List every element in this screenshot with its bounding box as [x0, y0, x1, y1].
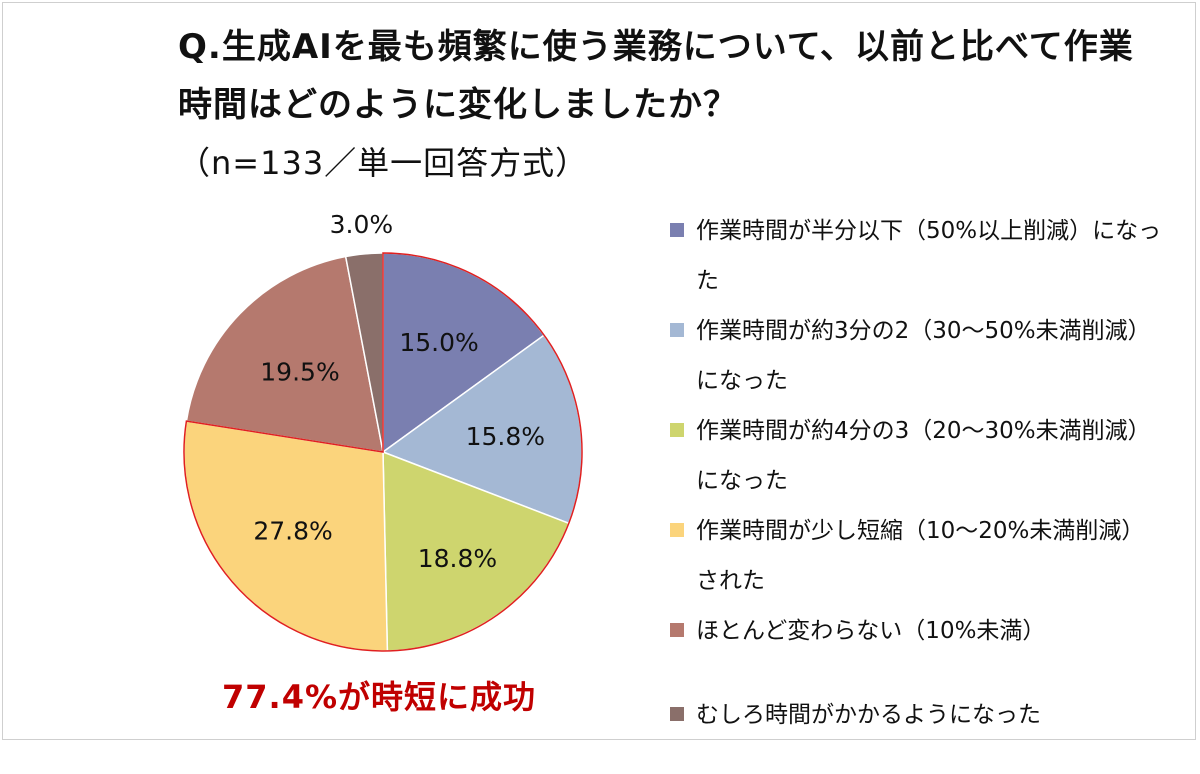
legend-swatch	[670, 423, 684, 437]
chart-frame	[2, 2, 1196, 740]
legend-item: 作業時間が約3分の2（30～50%未満削減）になった	[666, 306, 1166, 406]
legend-swatch	[670, 523, 684, 537]
legend: 作業時間が半分以下（50%以上削減）になった 作業時間が約3分の2（30～50%…	[666, 206, 1166, 774]
legend-label: むしろ時間がかかるようになった	[696, 702, 1041, 728]
legend-swatch	[670, 323, 684, 337]
legend-swatch	[670, 707, 684, 721]
pie-data-label: 27.8%	[253, 517, 332, 546]
legend-label: 作業時間が半分以下（50%以上削減）になった	[696, 218, 1162, 294]
legend-label: ほとんど変わらない（10%未満）	[696, 618, 1046, 644]
legend-swatch	[670, 623, 684, 637]
time-saving-callout: 77.4%が時短に成功	[222, 678, 537, 716]
legend-item: 作業時間が少し短縮（10～20%未満削減）された	[666, 506, 1166, 606]
legend-item: むしろ時間がかかるようになった	[666, 690, 1166, 774]
pie-data-label: 18.8%	[418, 544, 497, 573]
legend-label: 作業時間が少し短縮（10～20%未満削減）された	[696, 518, 1145, 594]
pie-data-label: 15.8%	[466, 422, 545, 451]
pie-data-labels: 15.0% 15.8% 18.8% 27.8% 19.5% 3.0%	[253, 210, 545, 573]
chart-subtitle: （n=133／単一回答方式）	[178, 144, 589, 182]
time-saving-highlight-outline	[183, 252, 583, 652]
pie-data-label: 19.5%	[260, 358, 339, 387]
pie-chart: 15.0% 15.8% 18.8% 27.8% 19.5% 3.0%	[183, 210, 583, 652]
legend-label: 作業時間が約3分の2（30～50%未満削減）になった	[696, 318, 1151, 394]
legend-item: 作業時間が約4分の3（20～30%未満削減）になった	[666, 406, 1166, 506]
legend-swatch	[670, 223, 684, 237]
pie-slices	[183, 252, 583, 652]
pie-data-label: 15.0%	[399, 328, 478, 357]
pie-slice	[185, 255, 384, 453]
legend-item: 作業時間が半分以下（50%以上削減）になった	[666, 206, 1166, 306]
legend-item: ほとんど変わらない（10%未満）	[666, 606, 1166, 690]
chart-title: Q.生成AIを最も頻繁に使う業務について、以前と比べて作業時間はどのように変化し…	[178, 27, 1134, 125]
pie-data-label: 3.0%	[330, 210, 394, 239]
legend-label: 作業時間が約4分の3（20～30%未満削減）になった	[696, 418, 1151, 494]
